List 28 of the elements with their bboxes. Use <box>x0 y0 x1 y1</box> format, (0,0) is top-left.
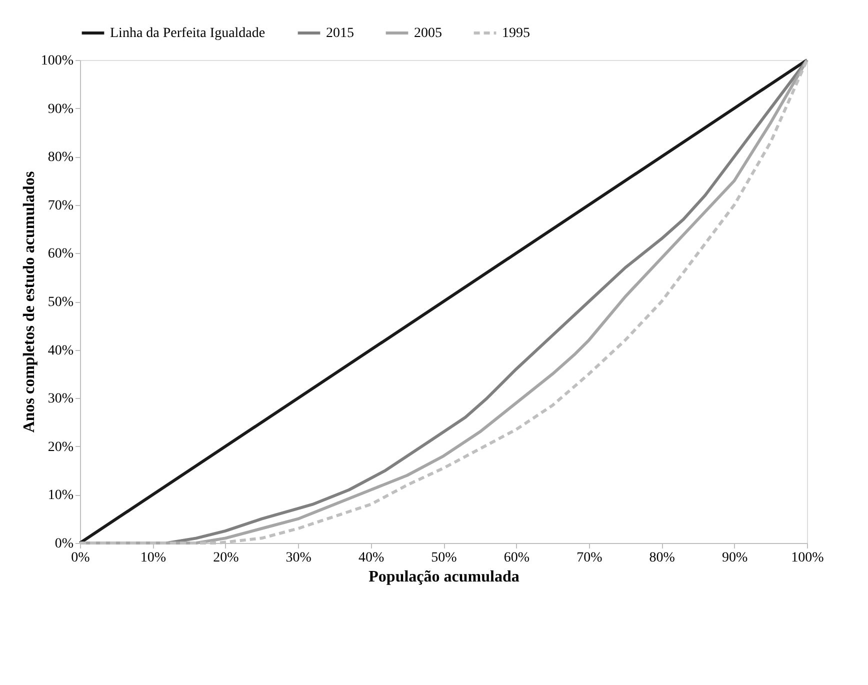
y-tick-label: 10% <box>48 488 74 504</box>
y-tick-label: 0% <box>54 536 74 552</box>
legend-label: 2005 <box>414 26 442 41</box>
x-axis-title: População acumulada <box>368 568 520 586</box>
y-tick-label: 40% <box>48 343 74 358</box>
x-tick-label: 60% <box>504 550 530 566</box>
x-tick-label: 40% <box>358 550 384 566</box>
y-tick-label: 20% <box>48 440 74 455</box>
legend-label: Linha da Perfeita Igualdade <box>110 26 266 41</box>
y-axis-title: Anos completos de estudo acumulados <box>20 171 38 433</box>
x-tick-label: 20% <box>213 550 240 566</box>
y-tick-label: 70% <box>48 198 74 214</box>
x-tick-label: 50% <box>431 550 458 566</box>
x-tick-label: 90% <box>722 550 748 566</box>
y-tick-label: 60% <box>48 246 74 262</box>
y-tick-label: 50% <box>48 295 74 310</box>
x-tick-label: 10% <box>140 550 166 566</box>
x-tick-label: 30% <box>286 550 312 566</box>
y-tick-label: 30% <box>48 392 74 407</box>
legend-label: 1995 <box>502 26 530 41</box>
x-tick-label: 80% <box>649 550 676 566</box>
y-tick-label: 100% <box>40 54 74 68</box>
y-tick-label: 90% <box>48 102 74 117</box>
x-tick-label: 70% <box>576 550 603 566</box>
legend-label: 2015 <box>326 26 354 41</box>
x-tick-label: 0% <box>71 550 90 566</box>
x-tick-label: 100% <box>791 550 824 566</box>
y-tick-label: 80% <box>48 150 74 166</box>
